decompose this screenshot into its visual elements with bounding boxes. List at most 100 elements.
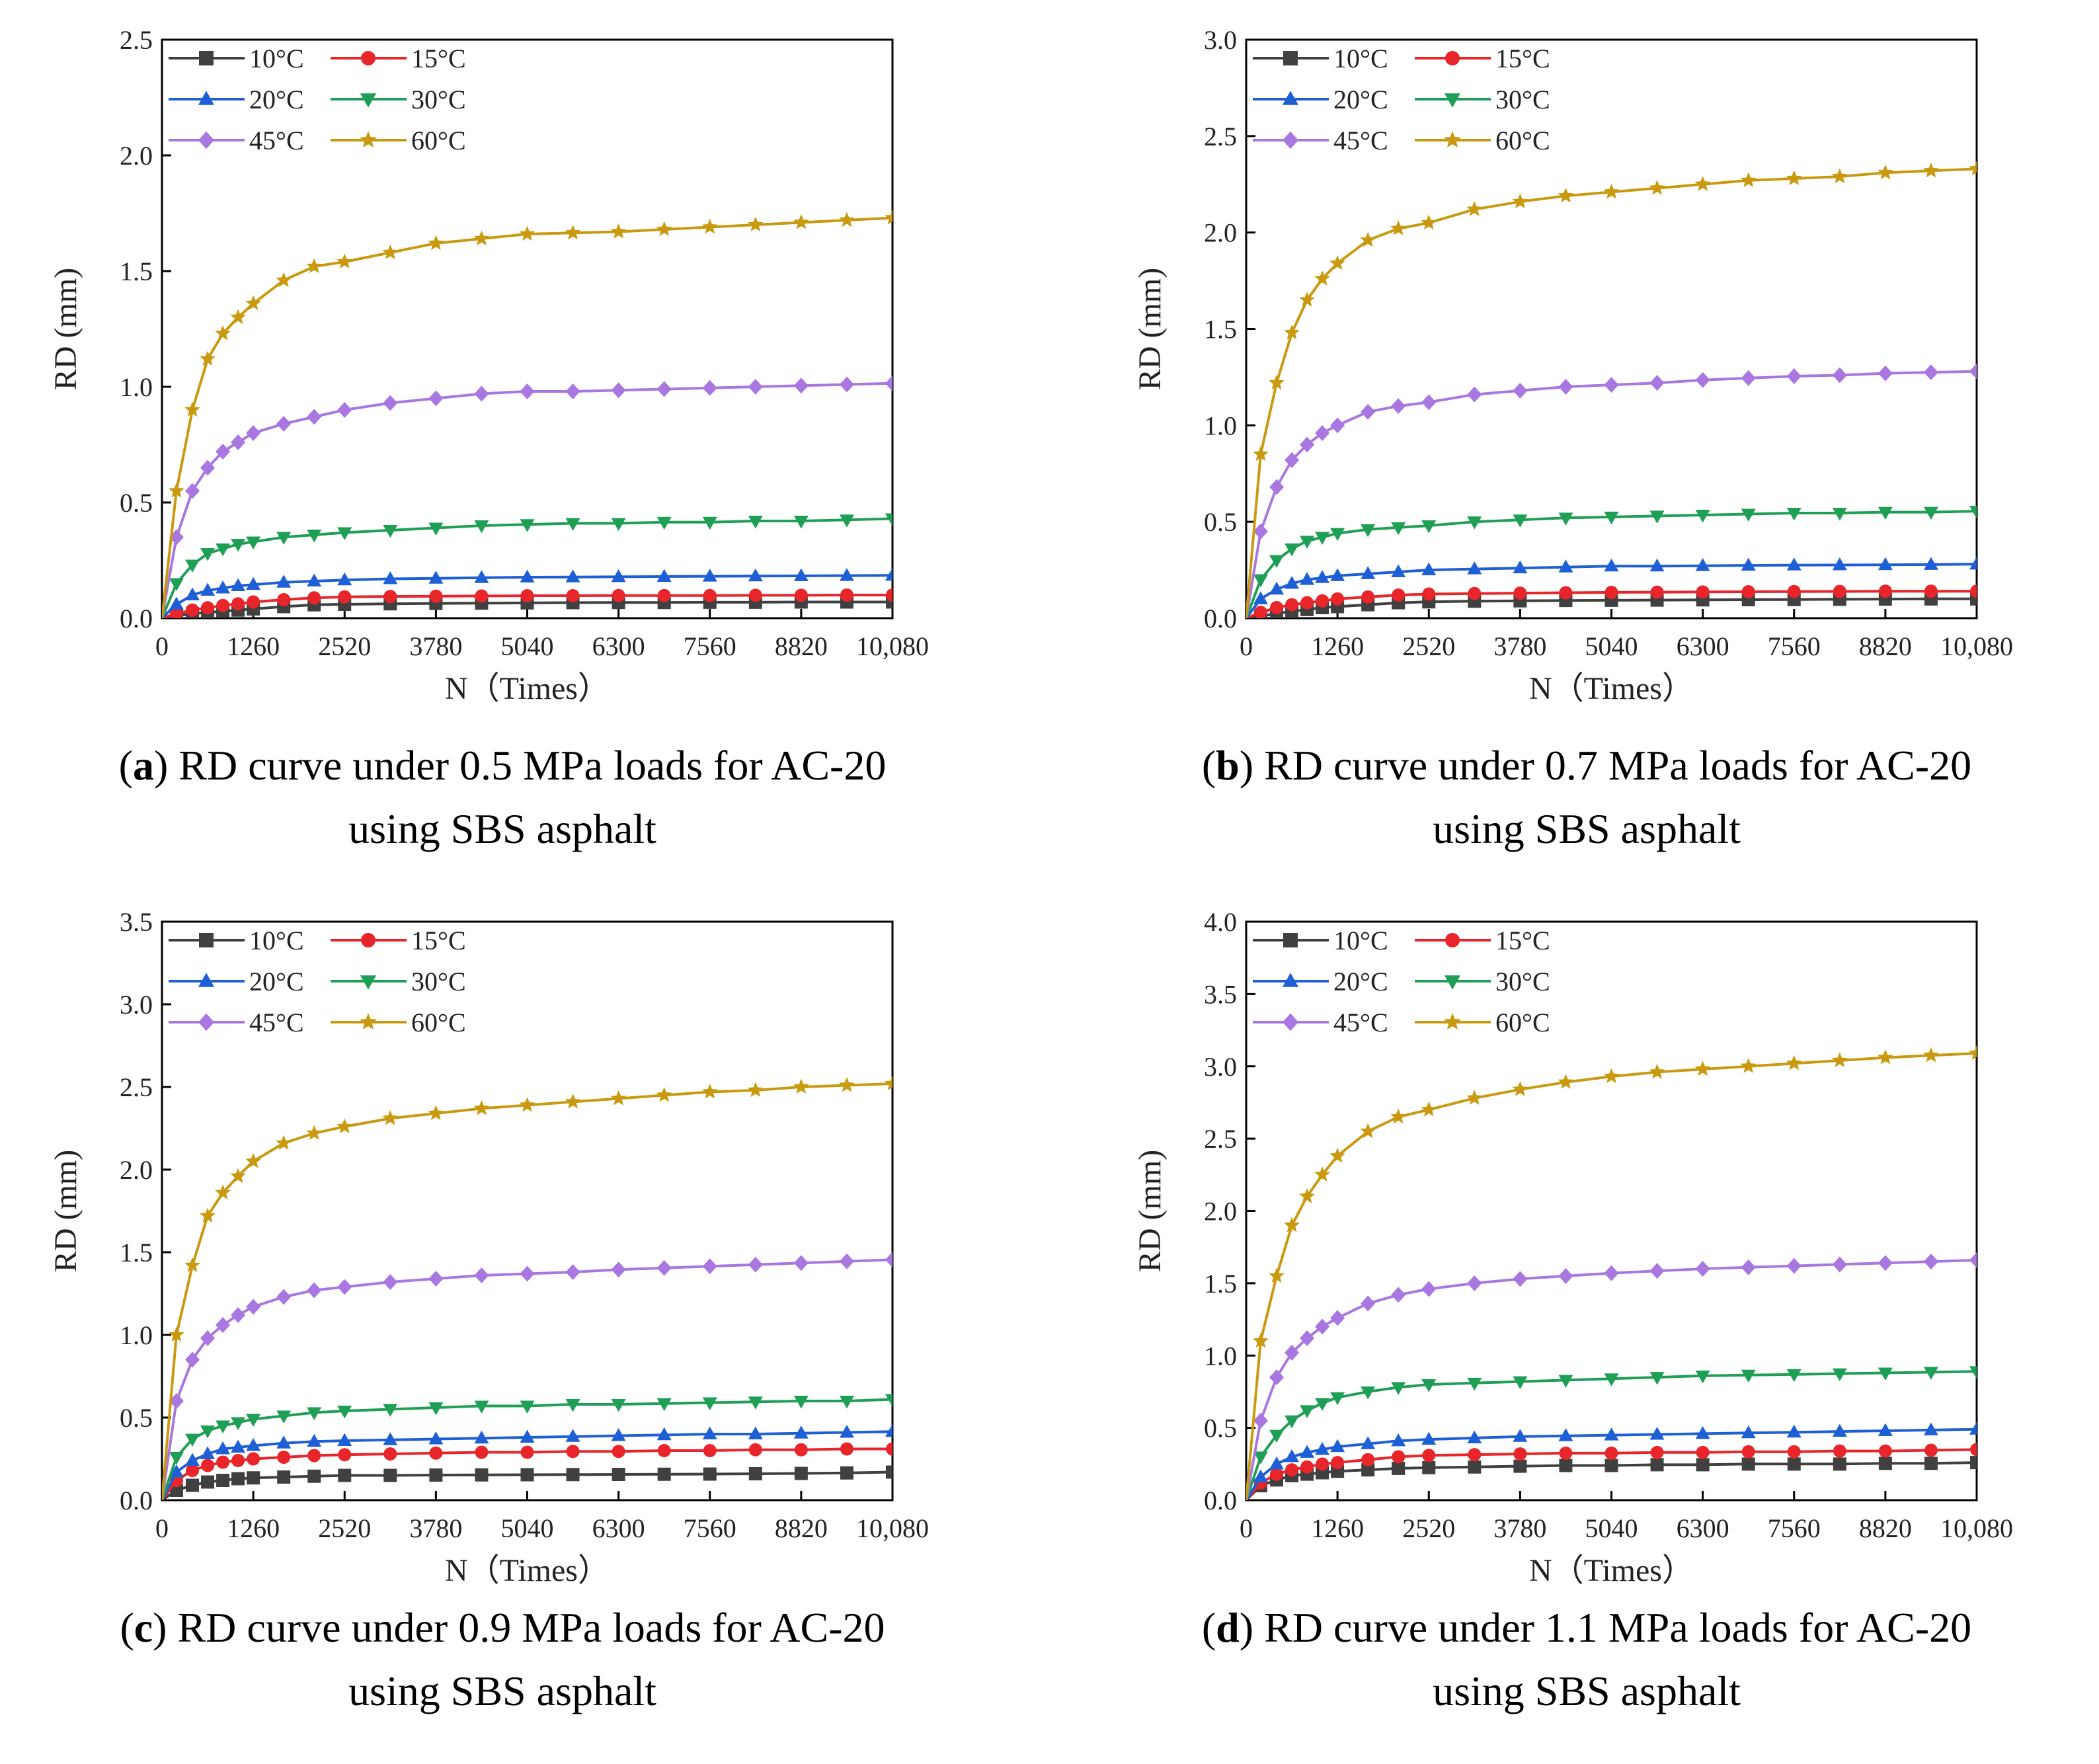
data-point: [520, 1429, 535, 1443]
data-point: [1558, 512, 1573, 526]
data-point: [703, 1444, 717, 1457]
data-point: [1649, 558, 1665, 572]
data-point: [428, 1431, 444, 1445]
data-point: [839, 212, 855, 227]
data-point: [1604, 1427, 1619, 1441]
data-point: [383, 1404, 398, 1417]
legend-label: 45°C: [249, 1008, 304, 1037]
data-point: [200, 1330, 216, 1346]
legend-item-60°C: 60°C: [331, 1008, 466, 1037]
data-point: [1787, 584, 1801, 598]
data-point: [1558, 187, 1574, 203]
y-tick-label: 2.0: [1204, 218, 1237, 248]
data-point: [231, 1472, 245, 1486]
data-point: [216, 598, 230, 612]
data-point: [566, 1468, 580, 1482]
data-point: [1329, 1147, 1345, 1163]
data-point: [1695, 372, 1710, 388]
data-point: [1330, 568, 1345, 581]
data-point: [1513, 1376, 1528, 1390]
y-tick-label: 2.5: [1204, 1124, 1237, 1154]
data-point: [702, 569, 717, 582]
data-point: [1787, 1445, 1801, 1459]
data-point: [1284, 1217, 1300, 1232]
caption-b: (b) RD curve under 0.7 MPa loads for AC-…: [1201, 742, 1972, 852]
x-tick-label: 2520: [318, 1513, 371, 1543]
data-point: [1695, 509, 1710, 523]
legend-marker: [1283, 51, 1298, 65]
y-tick-label: 0.5: [120, 488, 153, 518]
caption-line1: ) RD curve under 0.7 MPa loads for AC-20: [1239, 742, 1972, 789]
data-point: [1513, 586, 1527, 600]
x-tick-label: 3780: [409, 631, 462, 661]
data-point: [1269, 479, 1285, 495]
data-point: [1695, 1370, 1710, 1384]
caption-letter: d: [1216, 1604, 1240, 1651]
data-point: [1361, 1436, 1376, 1449]
data-point: [611, 1262, 626, 1278]
data-point: [231, 1307, 246, 1323]
data-point: [793, 378, 809, 394]
data-point: [1314, 1166, 1330, 1182]
series-line: [162, 1398, 892, 1500]
legend-label: 45°C: [1333, 126, 1388, 155]
data-point: [1315, 425, 1330, 441]
data-point: [794, 1466, 808, 1480]
data-point: [1331, 592, 1345, 606]
y-tick-label: 1.0: [120, 372, 153, 402]
legend-marker: [361, 51, 376, 65]
data-point: [277, 1451, 291, 1464]
data-point: [201, 1459, 215, 1472]
data-point: [428, 1402, 444, 1416]
data-point: [1695, 558, 1710, 571]
data-point: [1391, 398, 1406, 415]
x-tick-label: 10,080: [1940, 1513, 2013, 1543]
legend-item-60°C: 60°C: [331, 126, 466, 155]
x-tick-label: 5040: [1585, 1513, 1638, 1543]
data-point: [519, 1097, 535, 1112]
data-point: [610, 223, 627, 239]
data-point: [885, 1394, 892, 1407]
data-point: [1970, 1443, 1977, 1457]
legend-label: 15°C: [1495, 926, 1550, 955]
data-point: [1833, 1444, 1846, 1458]
series-15°C: [162, 588, 892, 618]
data-point: [565, 1399, 580, 1412]
caption-letter: b: [1216, 742, 1240, 789]
series-15°C: [162, 1442, 892, 1500]
data-point: [703, 588, 717, 602]
data-point: [1421, 214, 1437, 230]
y-tick-label: 2.0: [1204, 1197, 1237, 1226]
data-point: [383, 1468, 397, 1482]
data-point: [200, 582, 216, 596]
series-20°C: [1246, 556, 1977, 618]
data-point: [840, 1466, 853, 1480]
data-point: [383, 1432, 398, 1445]
data-point: [1513, 382, 1528, 399]
data-point: [1513, 1447, 1527, 1461]
y-tick-label: 2.0: [120, 1155, 153, 1185]
data-point: [1314, 270, 1330, 286]
legend-label: 45°C: [249, 126, 304, 155]
caption-letter: c: [134, 1604, 153, 1651]
data-point: [184, 401, 200, 417]
data-point: [1923, 506, 1938, 520]
data-point: [1253, 1332, 1269, 1348]
legend-item-30°C: 30°C: [1415, 967, 1550, 996]
data-point: [886, 1442, 892, 1456]
legend-item-20°C: 20°C: [1253, 967, 1388, 996]
data-point: [1513, 1459, 1527, 1473]
y-tick-label: 0.5: [1204, 507, 1237, 537]
data-point: [1604, 1446, 1618, 1460]
data-point: [1558, 1375, 1573, 1388]
data-point: [1467, 561, 1482, 575]
y-tick-label: 1.5: [1204, 1269, 1237, 1299]
x-tick-label: 0: [1240, 1513, 1253, 1543]
series-line: [1246, 510, 1977, 618]
data-point: [169, 1452, 184, 1465]
data-point: [1740, 172, 1757, 187]
data-point: [337, 1406, 352, 1419]
data-point: [1878, 164, 1893, 180]
data-point: [1253, 574, 1268, 588]
y-tick-label: 0.0: [120, 604, 153, 633]
